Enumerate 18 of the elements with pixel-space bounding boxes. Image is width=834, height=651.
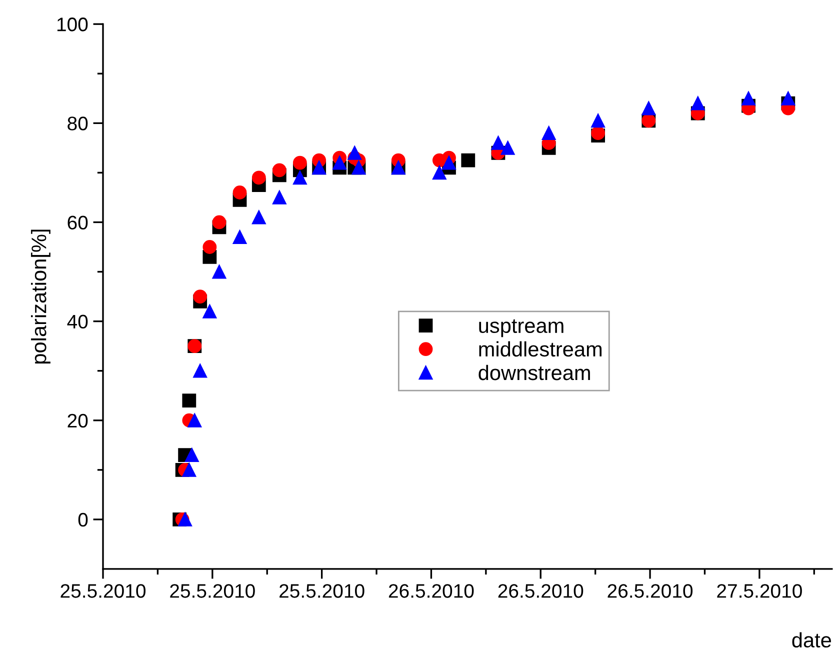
x-tick-label: 25.5.2010 — [60, 584, 146, 598]
y-tick-label: 80 — [68, 116, 88, 130]
x-tick-label: 25.5.2010 — [280, 584, 364, 598]
x-tick-label: 26.5.2010 — [388, 584, 474, 598]
x-axis-title: date — [792, 632, 831, 648]
legend-label: downstream — [478, 364, 590, 380]
x-tick-label: 26.5.2010 — [608, 584, 693, 598]
x-tick-label: 25.5.2010 — [170, 584, 255, 598]
legend-label: middlestream — [479, 341, 602, 357]
y-tick-label: 100 — [57, 18, 88, 32]
y-axis-title: polarization[%] — [31, 230, 50, 364]
x-tick-label: 26.5.2010 — [498, 584, 584, 598]
y-tick-label: 40 — [67, 314, 88, 329]
x-tick-label: 27.5.2010 — [717, 584, 802, 598]
y-tick-label: 0 — [78, 512, 88, 527]
y-tick-label: 20 — [68, 414, 88, 428]
legend-label: usptream — [479, 319, 564, 338]
y-tick-label: 60 — [68, 216, 88, 230]
